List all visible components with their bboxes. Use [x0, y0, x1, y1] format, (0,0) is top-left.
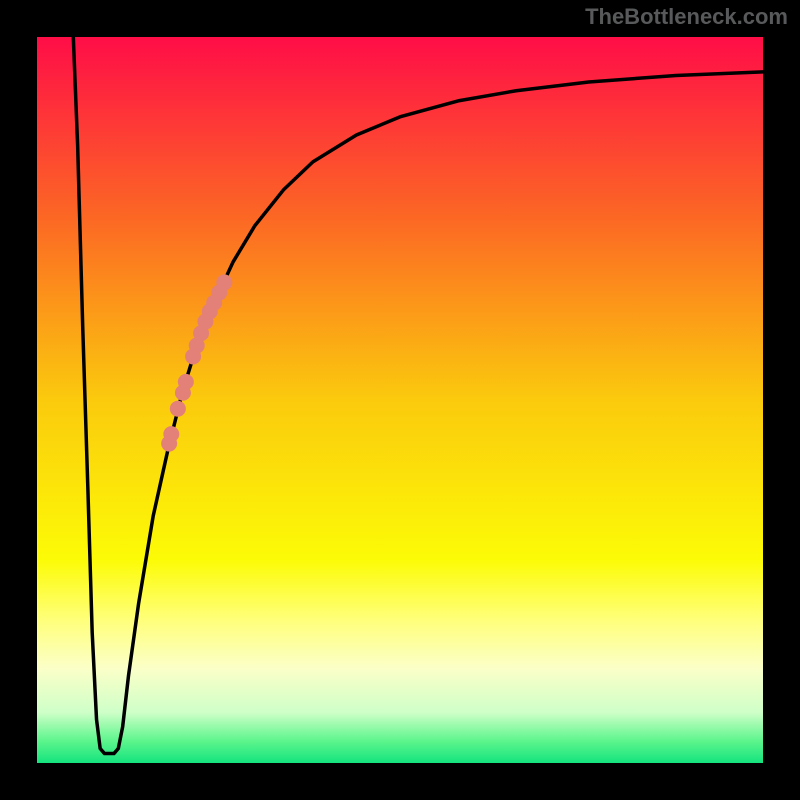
watermark-text: TheBottleneck.com — [585, 4, 788, 30]
bottleneck-chart: TheBottleneck.com — [0, 0, 800, 800]
chart-svg — [0, 0, 800, 800]
